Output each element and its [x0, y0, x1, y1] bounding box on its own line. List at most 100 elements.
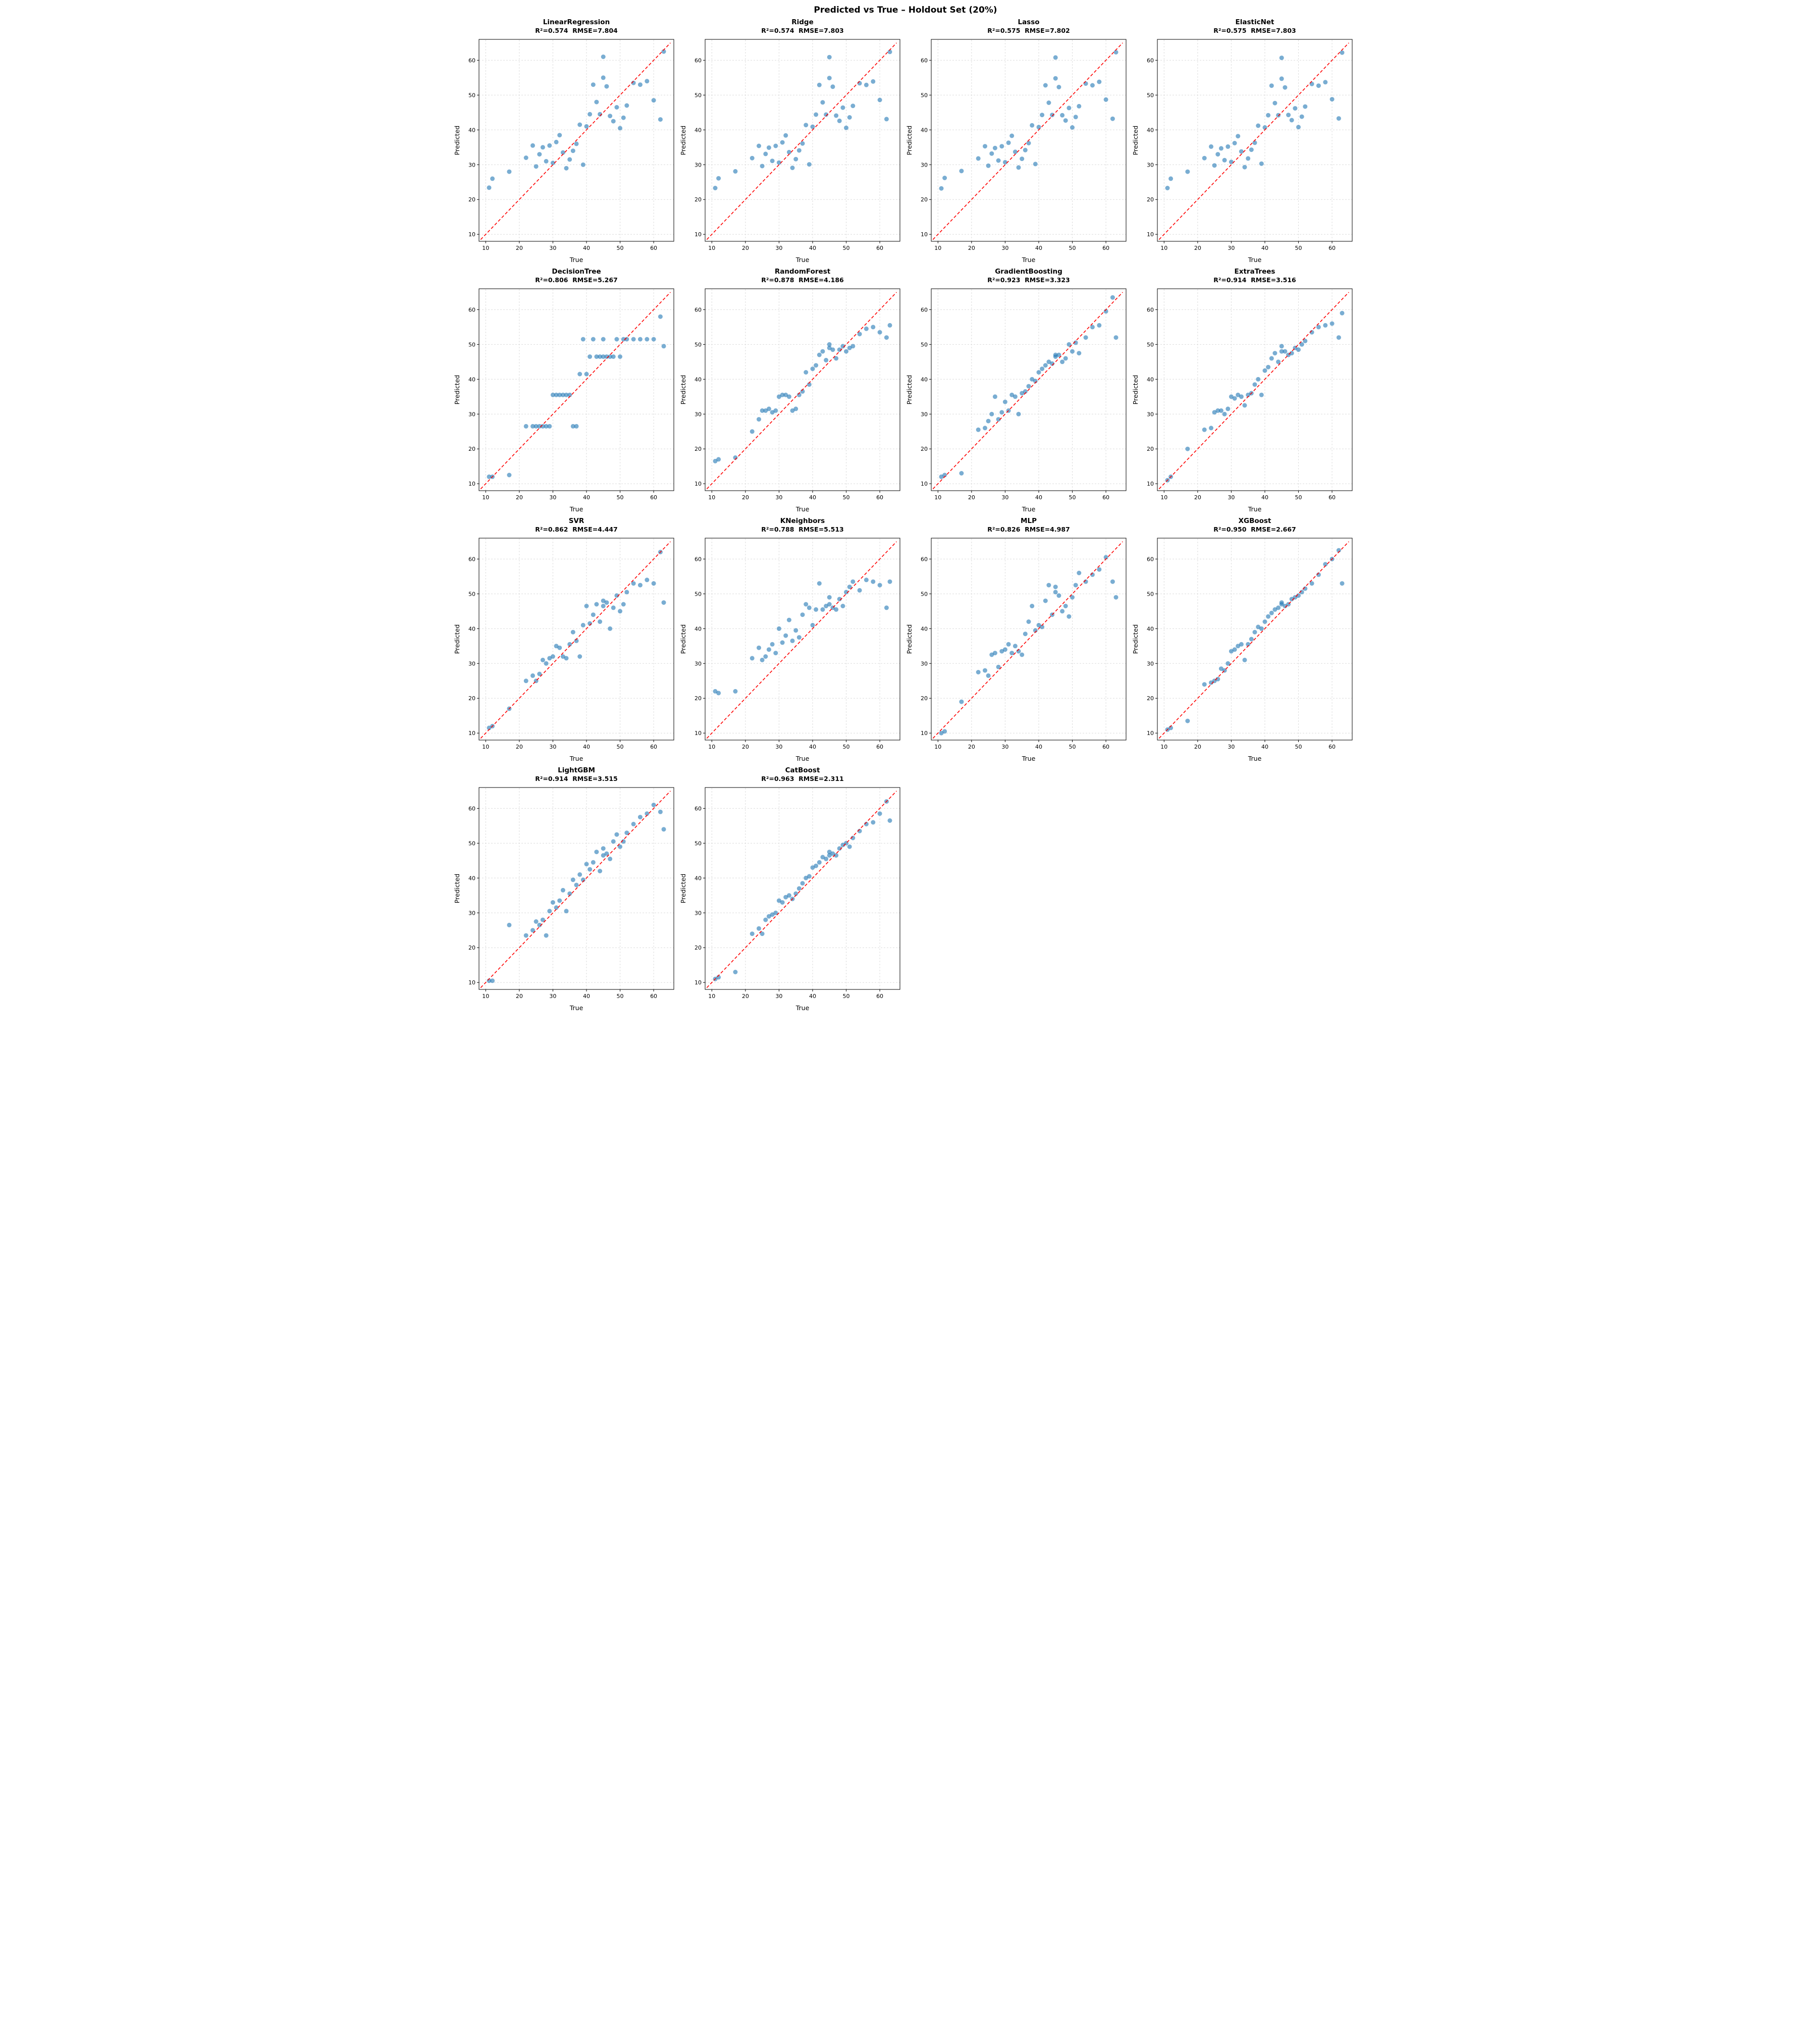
svg-text:30: 30	[695, 162, 702, 168]
svg-text:50: 50	[695, 92, 702, 98]
svg-text:50: 50	[843, 494, 850, 501]
svg-text:10: 10	[1160, 245, 1167, 251]
svg-text:20: 20	[1147, 695, 1154, 702]
svg-text:60: 60	[695, 57, 702, 64]
svg-text:30: 30	[1228, 494, 1235, 501]
subplot-canvas-KNeighbors: 10 10 20 20 30 30 40 40 50 50 60 60 KNeighborsR²=0.7…	[679, 517, 900, 762]
svg-text:40: 40	[1147, 625, 1154, 632]
subplot-title: LinearRegression	[543, 18, 610, 26]
svg-text:60: 60	[1147, 57, 1154, 64]
y-axis-label: Predicted	[906, 624, 913, 654]
subplot-stats: R²=0.574 RMSE=7.804	[535, 27, 618, 34]
svg-text:40: 40	[468, 875, 475, 881]
svg-text:50: 50	[843, 993, 850, 1000]
svg-text:20: 20	[516, 494, 523, 501]
svg-text:60: 60	[1328, 245, 1336, 251]
identity-line	[932, 292, 1123, 490]
svg-text:50: 50	[468, 341, 475, 348]
svg-text:40: 40	[583, 744, 590, 750]
svg-text:10: 10	[482, 245, 489, 251]
subplot-stats: R²=0.575 RMSE=7.803	[1213, 27, 1296, 34]
y-axis-label: Predicted	[453, 624, 461, 654]
svg-text:30: 30	[1147, 411, 1154, 417]
x-axis-label: True	[569, 256, 583, 264]
subplot-title: ElasticNet	[1236, 18, 1275, 26]
svg-text:50: 50	[695, 341, 702, 348]
svg-text:10: 10	[695, 231, 702, 238]
identity-line	[480, 541, 671, 739]
svg-text:30: 30	[1147, 162, 1154, 168]
subplot-canvas-ElasticNet: 10 10 20 20 30 30 40 40 50 50 60 60 ElasticNetR²=0.5…	[1132, 18, 1353, 264]
subplot-title: KNeighbors	[780, 517, 825, 525]
svg-text:60: 60	[1328, 744, 1336, 750]
svg-text:30: 30	[1228, 744, 1235, 750]
svg-text:40: 40	[921, 376, 928, 383]
svg-text:20: 20	[695, 945, 702, 951]
svg-text:40: 40	[583, 993, 590, 1000]
svg-text:40: 40	[809, 494, 816, 501]
svg-text:40: 40	[695, 376, 702, 383]
svg-text:50: 50	[1069, 245, 1076, 251]
svg-text:60: 60	[650, 744, 657, 750]
svg-text:60: 60	[650, 245, 657, 251]
svg-text:20: 20	[968, 245, 975, 251]
subplot-stats: R²=0.963 RMSE=2.311	[761, 775, 843, 782]
svg-text:50: 50	[617, 993, 624, 1000]
svg-text:30: 30	[549, 245, 556, 251]
svg-text:40: 40	[1147, 376, 1154, 383]
subplot-title: Lasso	[1018, 18, 1039, 26]
svg-text:50: 50	[1147, 341, 1154, 348]
svg-text:30: 30	[695, 660, 702, 667]
subplot-stats: R²=0.950 RMSE=2.667	[1213, 526, 1296, 533]
svg-text:20: 20	[1147, 196, 1154, 203]
x-axis-label: True	[1022, 505, 1036, 513]
subplot-grid: 10 10 20 20 30 30 40 40 50 50 60 60 LinearRegression…	[453, 16, 1358, 1014]
svg-text:50: 50	[617, 744, 624, 750]
svg-text:30: 30	[921, 660, 928, 667]
svg-text:30: 30	[921, 162, 928, 168]
svg-text:60: 60	[468, 556, 475, 562]
svg-text:20: 20	[968, 744, 975, 750]
x-axis-label: True	[569, 1004, 583, 1012]
svg-text:30: 30	[775, 993, 782, 1000]
subplot-Ridge: 10 10 20 20 30 30 40 40 50 50 60 60 Ridge R²=0.574 RM…	[679, 16, 905, 266]
svg-text:40: 40	[695, 127, 702, 133]
subplot-canvas-XGBoost: 10 10 20 20 30 30 40 40 50 50 60 60 XGBoostR²=0.950 …	[1132, 517, 1353, 762]
svg-text:10: 10	[921, 730, 928, 737]
svg-text:20: 20	[921, 695, 928, 702]
subplot-stats: R²=0.806 RMSE=5.267	[535, 276, 617, 284]
svg-text:30: 30	[775, 494, 782, 501]
svg-text:10: 10	[1147, 481, 1154, 487]
svg-text:60: 60	[921, 57, 928, 64]
svg-text:60: 60	[1102, 245, 1109, 251]
svg-text:60: 60	[1147, 306, 1154, 313]
subplot-ExtraTrees: 10 10 20 20 30 30 40 40 50 50 60 60 ExtraTrees R²=0.9…	[1131, 266, 1357, 515]
svg-text:20: 20	[742, 993, 749, 1000]
svg-text:30: 30	[1147, 660, 1154, 667]
subplot-stats: R²=0.914 RMSE=3.515	[535, 775, 617, 782]
svg-text:10: 10	[468, 231, 475, 238]
subplot-DecisionTree: 10 10 20 20 30 30 40 40 50 50 60 60 DecisionTree R²=0…	[453, 266, 679, 515]
svg-text:20: 20	[468, 945, 475, 951]
subplot-canvas-LightGBM: 10 10 20 20 30 30 40 40 50 50 60 60 LightGBMR²=0.914…	[453, 766, 674, 1012]
svg-text:60: 60	[921, 556, 928, 562]
svg-text:10: 10	[468, 979, 475, 986]
y-axis-label: Predicted	[453, 874, 461, 904]
svg-text:20: 20	[695, 196, 702, 203]
svg-text:10: 10	[921, 481, 928, 487]
svg-text:50: 50	[617, 494, 624, 501]
subplot-title: SVR	[569, 517, 584, 525]
svg-text:10: 10	[708, 494, 715, 501]
svg-text:50: 50	[921, 591, 928, 597]
x-axis-label: True	[795, 1004, 810, 1012]
svg-text:10: 10	[1147, 730, 1154, 737]
svg-text:20: 20	[1147, 446, 1154, 452]
svg-text:30: 30	[468, 910, 475, 916]
svg-text:30: 30	[695, 411, 702, 417]
svg-text:30: 30	[468, 411, 475, 417]
identity-line	[706, 791, 897, 988]
svg-text:10: 10	[695, 979, 702, 986]
svg-text:60: 60	[695, 805, 702, 812]
